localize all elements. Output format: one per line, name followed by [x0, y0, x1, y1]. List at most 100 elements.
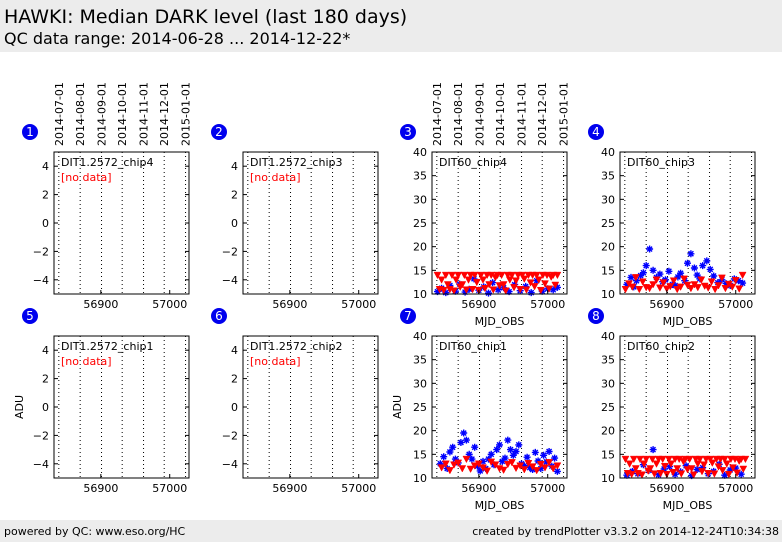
- data-point-triangle: [507, 271, 516, 280]
- date-tick-label: 2014-08-01: [452, 82, 465, 146]
- panel-label: DIT1.2572_chip3: [250, 156, 342, 169]
- y-tick-label: 40: [601, 330, 615, 343]
- data-point-triangle: [474, 460, 483, 468]
- data-point-triangle: [649, 281, 658, 289]
- data-point-triangle: [516, 462, 525, 470]
- y-tick-label: 20: [413, 425, 427, 438]
- y-tick-label: −4: [33, 274, 49, 287]
- data-point-star: [671, 282, 679, 289]
- x-tick-label: 57000: [530, 298, 565, 311]
- data-point-star: [446, 282, 454, 289]
- data-point-triangle: [448, 271, 456, 280]
- data-point-star: [545, 448, 553, 455]
- data-point-triangle: [648, 455, 657, 464]
- data-point-triangle: [462, 286, 471, 294]
- data-point-triangle: [642, 455, 651, 464]
- x-tick-label: 56900: [649, 298, 684, 311]
- data-point-triangle: [454, 459, 463, 467]
- data-point-star: [656, 270, 664, 278]
- data-point-triangle: [528, 463, 537, 471]
- data-point-triangle: [512, 277, 520, 285]
- y-tick-label: 15: [601, 264, 615, 277]
- data-point-triangle: [676, 283, 685, 291]
- data-point-triangle: [450, 461, 458, 469]
- y-tick-label: 40: [413, 330, 427, 343]
- panel-number: 3: [404, 125, 412, 139]
- date-tick-label: 2014-10-01: [116, 82, 129, 146]
- data-point-star: [682, 462, 690, 470]
- data-point-triangle: [721, 285, 730, 293]
- panel-number: 1: [26, 125, 34, 139]
- date-tick-label: 2014-09-01: [474, 82, 487, 146]
- data-point-triangle: [437, 276, 446, 284]
- data-point-triangle: [532, 271, 541, 280]
- page-subtitle: QC data range: 2014-06-28 ... 2014-12-22…: [4, 29, 351, 48]
- y-tick-label: 0: [231, 401, 238, 414]
- panel-number-badge: [400, 308, 416, 324]
- data-point-triangle: [520, 275, 529, 283]
- plot-frame: [431, 335, 568, 479]
- panel-8: 840 35 30 25 20 15 10 56900 57000 DIT60_chip2 MJD_…: [588, 308, 756, 512]
- data-point-triangle: [714, 282, 723, 290]
- data-point-star: [699, 464, 707, 472]
- data-point-triangle: [738, 271, 747, 280]
- date-tick-label: 2014-12-01: [536, 82, 549, 146]
- data-point-triangle: [708, 459, 717, 467]
- data-point-triangle: [704, 470, 713, 478]
- data-point-triangle: [673, 286, 682, 294]
- y-tick-label: 20: [413, 241, 427, 254]
- x-tick-label: 56900: [83, 298, 118, 311]
- x-tick-label: 57000: [341, 482, 376, 495]
- panel-label: DIT60_chip4: [439, 156, 507, 169]
- data-point-triangle: [522, 286, 531, 294]
- data-point-star: [496, 441, 503, 449]
- data-point-triangle: [631, 465, 640, 473]
- data-point-triangle: [718, 467, 727, 475]
- x-axis-label: MJD_OBS: [663, 499, 713, 512]
- y-tick-label: 15: [601, 448, 615, 461]
- data-point-triangle: [687, 465, 696, 473]
- y-tick-label: 2: [231, 373, 238, 386]
- y-tick-label: 20: [601, 241, 615, 254]
- x-tick-label: 57000: [152, 482, 187, 495]
- data-point-triangle: [553, 462, 562, 470]
- y-tick-label: −2: [33, 245, 49, 258]
- data-point-triangle: [441, 460, 450, 468]
- date-tick-label: 2014-07-01: [431, 82, 444, 146]
- data-point-star: [446, 448, 454, 456]
- panel-4: 440 35 30 25 20 15 10 56900 57000 DIT60_chip3 MJD_…: [588, 124, 756, 328]
- data-point-triangle: [627, 470, 636, 479]
- data-point-star: [623, 281, 631, 288]
- data-point-star: [451, 455, 459, 463]
- y-axis-label: ADU: [13, 395, 26, 419]
- y-tick-label: 10: [413, 472, 427, 485]
- data-point-star: [485, 289, 492, 297]
- y-tick-label: 15: [413, 448, 427, 461]
- data-point-triangle: [650, 470, 659, 478]
- y-tick-label: −4: [33, 458, 49, 471]
- data-point-triangle: [673, 465, 682, 473]
- data-point-star: [533, 277, 541, 285]
- y-tick-label: 30: [601, 377, 615, 390]
- y-tick-label: 10: [413, 288, 427, 301]
- data-point-triangle: [468, 286, 477, 294]
- data-point-star: [531, 448, 539, 456]
- data-point-triangle: [697, 276, 706, 284]
- data-point-triangle: [695, 455, 704, 464]
- data-point-triangle: [693, 284, 702, 292]
- data-point-triangle: [689, 471, 698, 479]
- y-tick-label: 15: [413, 264, 427, 277]
- panel-label: DIT60_chip1: [439, 340, 507, 353]
- y-tick-label: 10: [601, 288, 615, 301]
- panel-label: DIT1.2572_chip1: [61, 340, 153, 353]
- data-point-triangle: [636, 455, 644, 464]
- y-tick-label: 2: [42, 189, 49, 202]
- data-point-star: [527, 289, 535, 297]
- data-point-star: [551, 454, 559, 462]
- y-tick-label: 0: [231, 217, 238, 230]
- data-point-triangle: [532, 467, 541, 475]
- x-tick-label: 56900: [272, 482, 307, 495]
- data-point-triangle: [526, 279, 535, 287]
- date-tick-label: 2015-01-01: [558, 82, 571, 146]
- y-tick-label: 40: [413, 146, 427, 159]
